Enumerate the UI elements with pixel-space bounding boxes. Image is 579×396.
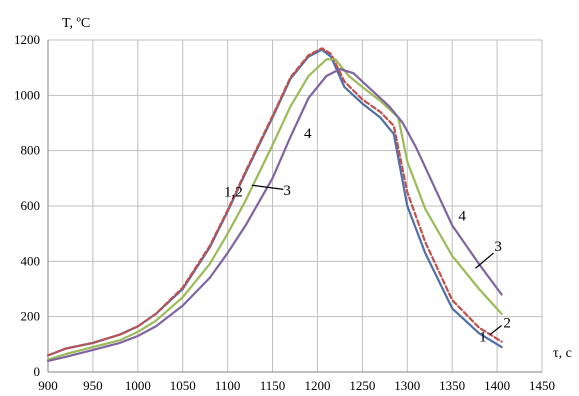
series-lines bbox=[46, 47, 503, 362]
x-tick-label: 1050 bbox=[170, 378, 196, 393]
y-tick-label: 400 bbox=[21, 253, 41, 268]
tick-labels: 900 950 1000 1050 1100 1150 1200 1250 1300 1350 14… bbox=[14, 32, 555, 393]
x-tick-label: 1400 bbox=[484, 378, 510, 393]
y-axis-label: T, ºC bbox=[62, 16, 90, 31]
leader-line bbox=[489, 325, 502, 336]
curve-annotations: 1,2 3 4 4 3 21 bbox=[224, 126, 511, 345]
curve-label: 3 bbox=[494, 239, 502, 255]
curve-label: 1 bbox=[479, 330, 487, 346]
x-tick-label: 1200 bbox=[304, 378, 330, 393]
curve-label: 1,2 bbox=[224, 184, 243, 200]
x-axis-label: τ, c bbox=[553, 346, 572, 361]
x-tick-label: 1300 bbox=[394, 378, 420, 393]
y-tick-label: 600 bbox=[21, 198, 41, 213]
series-line-2 bbox=[46, 47, 503, 357]
x-tick-label: 1250 bbox=[349, 378, 375, 393]
leader-line bbox=[251, 184, 284, 190]
x-tick-label: 1450 bbox=[529, 378, 555, 393]
curve-label: 3 bbox=[283, 183, 291, 199]
leader-line bbox=[475, 252, 494, 269]
x-tick-label: 950 bbox=[83, 378, 103, 393]
annotation-leaders bbox=[251, 184, 502, 336]
y-tick-label: 1000 bbox=[14, 87, 40, 102]
y-tick-label: 1200 bbox=[14, 32, 40, 47]
curve-label: 4 bbox=[458, 208, 466, 224]
x-tick-label: 1000 bbox=[125, 378, 151, 393]
curve-label: 4 bbox=[304, 126, 312, 142]
y-tick-label: 800 bbox=[21, 143, 41, 158]
x-tick-label: 1100 bbox=[215, 378, 241, 393]
series-line-4 bbox=[46, 67, 503, 362]
y-tick-label: 0 bbox=[34, 364, 41, 379]
series-line-3 bbox=[46, 58, 503, 361]
curve-label: 2 bbox=[503, 316, 511, 332]
x-tick-label: 900 bbox=[38, 378, 58, 393]
x-tick-label: 1350 bbox=[439, 378, 465, 393]
y-tick-label: 200 bbox=[21, 309, 41, 324]
x-tick-label: 1150 bbox=[260, 378, 286, 393]
